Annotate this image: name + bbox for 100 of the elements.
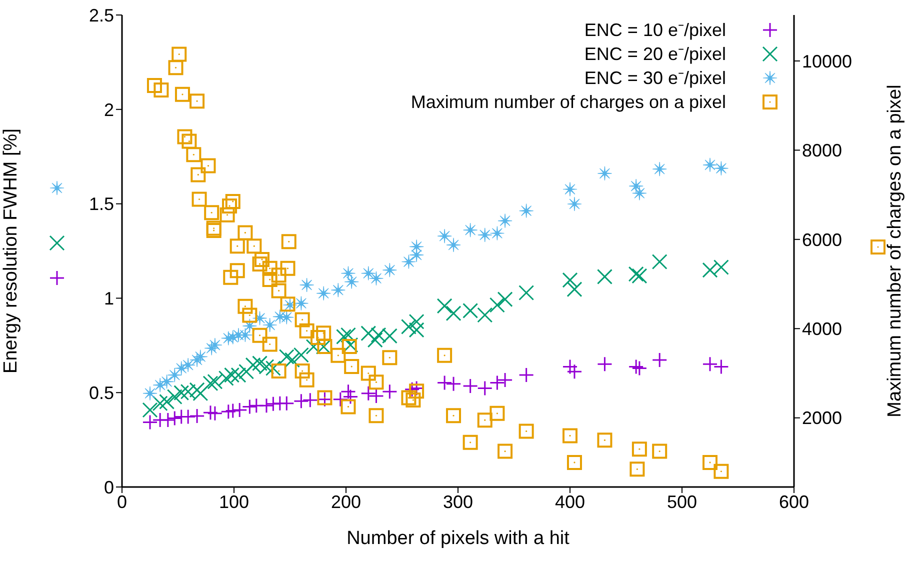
point (632, 186, 647, 201)
y-tick-label: 2 (104, 100, 114, 120)
point (336, 328, 352, 344)
point (152, 396, 168, 412)
y-tick-label: 0 (104, 477, 114, 498)
point (489, 297, 505, 313)
point (160, 374, 174, 389)
point (490, 226, 504, 241)
point (652, 162, 667, 176)
point (152, 378, 168, 392)
point (166, 389, 182, 405)
point (302, 392, 318, 408)
point (519, 203, 534, 218)
x-tick-label: 100 (218, 492, 250, 512)
point (278, 396, 294, 412)
point (562, 272, 578, 288)
point (436, 298, 452, 314)
x-tick-label: 500 (666, 492, 698, 512)
x-tick-label: 300 (442, 492, 474, 512)
y-axis-title: Energy resolution FWHM [%] (0, 128, 22, 374)
point (160, 412, 176, 428)
point (208, 338, 222, 352)
legend-label: ENC = 10 e⁻/pixel (584, 19, 726, 42)
point (400, 318, 416, 334)
point (207, 374, 223, 390)
point (518, 367, 534, 383)
point (294, 296, 308, 311)
point (477, 380, 493, 396)
point (401, 254, 416, 270)
point (436, 375, 452, 391)
legend-label: ENC = 30 e⁻/pixel (584, 67, 726, 90)
x-tick-label: 0 (116, 492, 128, 512)
y2-tick-label: 6000 (802, 230, 842, 250)
point (202, 376, 218, 392)
point (628, 266, 644, 282)
point (632, 360, 648, 376)
y2-tick-label: 8000 (802, 140, 842, 161)
point (702, 356, 718, 372)
point (497, 372, 513, 388)
point (265, 396, 281, 412)
point (340, 384, 356, 400)
point (340, 266, 356, 281)
point (330, 282, 346, 298)
point (332, 392, 348, 408)
point (702, 158, 718, 172)
point (142, 386, 158, 401)
point (361, 266, 376, 281)
point (368, 388, 384, 404)
y2-axis-title: Maximum number of charges on a pixel (884, 84, 906, 418)
point (180, 358, 196, 372)
point (713, 358, 729, 374)
point (567, 196, 582, 212)
point (409, 239, 424, 254)
point (258, 398, 274, 414)
point (446, 306, 462, 322)
point (714, 161, 728, 176)
point (596, 268, 612, 284)
point (408, 314, 424, 330)
point (142, 402, 158, 418)
point (463, 222, 478, 238)
point (360, 386, 376, 402)
point (518, 284, 534, 300)
point (446, 238, 461, 252)
y-tick-label: 2.5 (88, 5, 114, 26)
x-tick-label: 400 (554, 492, 586, 512)
legend-label: Maximum number of charges on a pixel (410, 91, 726, 114)
point (437, 228, 452, 244)
point (360, 326, 376, 342)
point (702, 262, 718, 278)
point (382, 262, 397, 278)
point (478, 228, 492, 242)
point (265, 360, 281, 376)
y-tick-label: 1 (104, 288, 114, 309)
legend-label: ENC = 20 e⁻/pixel (584, 43, 726, 66)
point (462, 302, 478, 318)
point (462, 378, 478, 394)
point (166, 410, 182, 426)
point (367, 332, 383, 348)
point (316, 286, 331, 301)
point (284, 352, 300, 368)
point (446, 376, 462, 392)
point (404, 382, 420, 398)
y2-tick-label: 2000 (802, 408, 842, 428)
y2-tick-label: 4000 (802, 319, 842, 340)
point (189, 408, 205, 424)
x-tick-label: 200 (330, 492, 362, 512)
point (220, 404, 236, 420)
point (262, 318, 278, 332)
point (652, 254, 668, 270)
point (368, 271, 384, 286)
point (628, 178, 644, 194)
point (340, 327, 356, 343)
point (596, 356, 612, 372)
point (202, 404, 218, 420)
point (300, 278, 314, 292)
point (477, 307, 493, 323)
y-tick-label: 0.5 (88, 382, 114, 403)
point (632, 268, 648, 284)
point (489, 375, 505, 391)
point (628, 358, 644, 374)
